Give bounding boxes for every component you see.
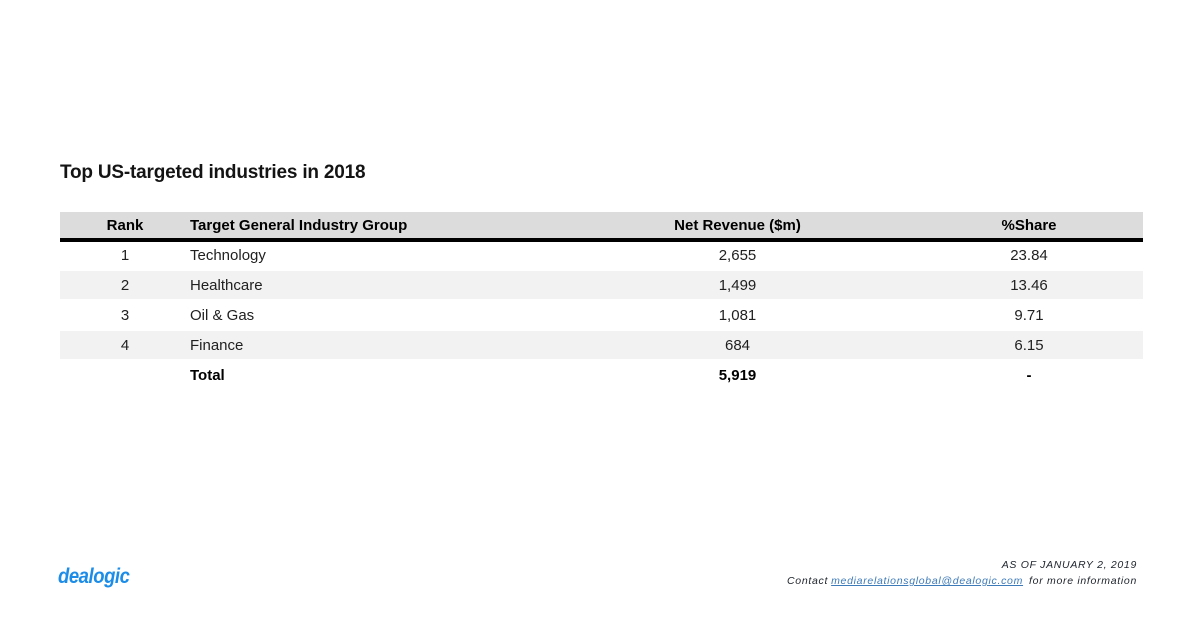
cell-industry: Finance [190, 336, 244, 354]
cell-share: 23.84 [1010, 247, 1048, 264]
table-header-row: Rank Target General Industry Group Net R… [60, 212, 1143, 242]
column-header-net-revenue: Net Revenue ($m) [560, 212, 915, 242]
cell-share: 13.46 [1010, 276, 1048, 294]
total-share: - [1026, 366, 1032, 384]
cell-rank: 2 [120, 276, 130, 294]
cell-net-revenue: 1,081 [718, 306, 757, 324]
cell-rank: 1 [120, 247, 130, 264]
column-header-share: %Share [915, 212, 1143, 242]
cell-industry: Oil & Gas [190, 306, 255, 324]
cell-share: 9.71 [1014, 306, 1044, 324]
total-label: Total [190, 366, 225, 384]
cell-rank-empty [60, 360, 190, 390]
contact-suffix: for more information [1029, 575, 1137, 587]
cell-net-revenue: 2,655 [718, 247, 757, 264]
table-row: 4 Finance 684 6.15 [60, 330, 1143, 360]
cell-rank: 3 [120, 306, 130, 324]
table-row: 1 Technology 2,655 23.84 [60, 240, 1143, 270]
contact-line: Contact mediarelationsglobal@dealogic.com… [787, 575, 1137, 587]
contact-email-link[interactable]: mediarelationsglobal@dealogic.com [831, 575, 1024, 587]
table-row: 3 Oil & Gas 1,081 9.71 [60, 300, 1143, 330]
dealogic-logo: dealogic [58, 565, 130, 588]
column-header-rank: Rank [60, 212, 190, 242]
industries-table: Rank Target General Industry Group Net R… [60, 212, 1143, 391]
footer-note: AS OF JANUARY 2, 2019 Contact mediarelati… [787, 557, 1137, 589]
cell-industry: Healthcare [190, 276, 263, 294]
total-net-revenue: 5,919 [718, 366, 757, 384]
table-total-row: Total 5,919 - [60, 360, 1143, 390]
cell-net-revenue: 684 [724, 336, 751, 354]
as-of-date: AS OF JANUARY 2, 2019 [1001, 559, 1137, 571]
contact-prefix: Contact [787, 575, 829, 587]
column-header-industry: Target General Industry Group [190, 212, 560, 242]
page-title: Top US-targeted industries in 2018 [60, 162, 366, 183]
table-row: 2 Healthcare 1,499 13.46 [60, 270, 1143, 300]
cell-rank: 4 [120, 336, 130, 354]
cell-net-revenue: 1,499 [718, 276, 757, 294]
cell-share: 6.15 [1014, 336, 1044, 354]
cell-industry: Technology [190, 247, 266, 264]
